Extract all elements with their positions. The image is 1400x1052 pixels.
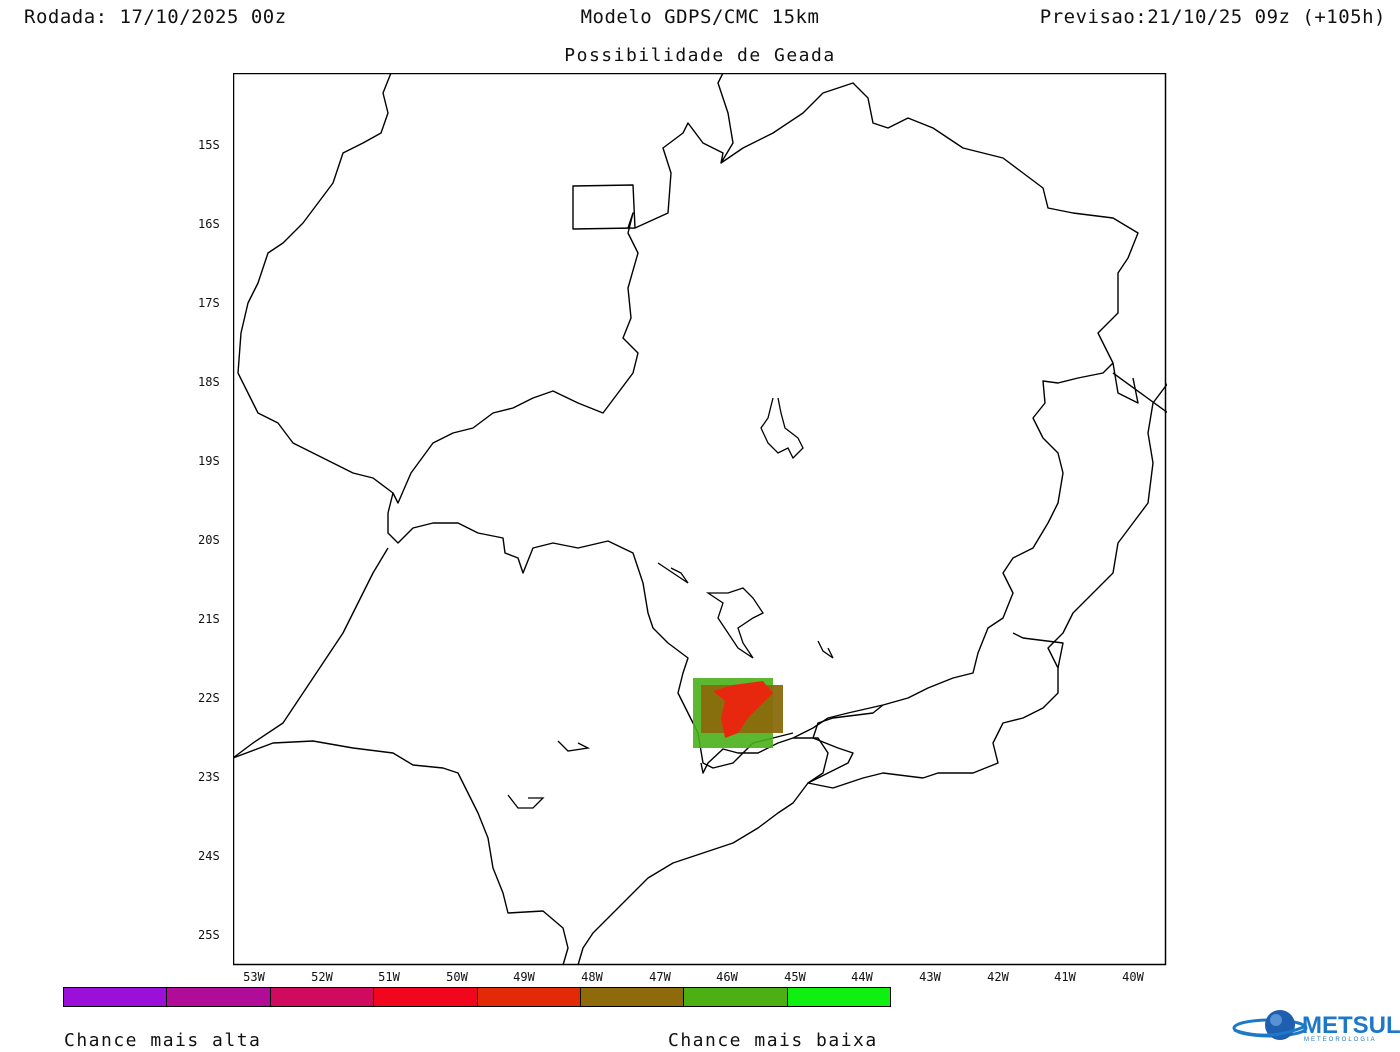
- lat-label: 20S: [198, 533, 220, 547]
- lat-label: 17S: [198, 296, 220, 310]
- state-borders: [233, 73, 1167, 966]
- lon-label: 51W: [378, 970, 400, 984]
- lon-label: 50W: [446, 970, 468, 984]
- legend-swatch: [477, 988, 581, 1006]
- legend-swatch: [787, 988, 890, 1006]
- lat-label: 15S: [198, 138, 220, 152]
- legend-swatch: [684, 988, 788, 1006]
- metsul-logo-text: METSUL: [1302, 1012, 1400, 1039]
- legend-label-low: Chance mais baixa: [668, 1030, 878, 1051]
- legend-label-high: Chance mais alta: [64, 1030, 262, 1051]
- lon-label: 43W: [919, 970, 941, 984]
- legend-swatch: [167, 988, 271, 1006]
- lon-label: 47W: [649, 970, 671, 984]
- lat-label: 16S: [198, 217, 220, 231]
- lon-label: 44W: [851, 970, 873, 984]
- lon-label: 46W: [716, 970, 738, 984]
- lat-label: 24S: [198, 849, 220, 863]
- lat-label: 23S: [198, 770, 220, 784]
- metsul-logo: [1232, 1010, 1308, 1040]
- color-legend: [63, 987, 891, 1007]
- lat-label: 25S: [198, 928, 220, 942]
- forecast-time-label: Previsao:21/10/25 09z (+105h): [1039, 6, 1386, 28]
- map-subtitle: Possibilidade de Geada: [564, 45, 836, 66]
- frost-high-chance-area: [713, 681, 773, 738]
- run-time-label: Rodada: 17/10/2025 00z: [24, 6, 287, 28]
- lat-label: 19S: [198, 454, 220, 468]
- lat-label: 18S: [198, 375, 220, 389]
- lon-label: 53W: [243, 970, 265, 984]
- lat-label: 21S: [198, 612, 220, 626]
- reservoirs: [507, 397, 834, 809]
- metsul-logo-tagline: METEOROLOGIA: [1304, 1037, 1377, 1043]
- frost-map: [233, 73, 1167, 966]
- lon-label: 52W: [311, 970, 333, 984]
- map-frame: [233, 73, 1167, 966]
- lon-label: 45W: [784, 970, 806, 984]
- lon-label: 48W: [581, 970, 603, 984]
- lon-label: 40W: [1122, 970, 1144, 984]
- legend-swatch: [580, 988, 685, 1006]
- frost-area: [693, 678, 783, 748]
- legend-swatch: [270, 988, 375, 1006]
- lon-label: 42W: [987, 970, 1009, 984]
- lat-label: 22S: [198, 691, 220, 705]
- model-title: Modelo GDPS/CMC 15km: [580, 6, 820, 28]
- legend-swatch: [64, 988, 168, 1006]
- legend-swatch: [374, 988, 478, 1006]
- lon-label: 49W: [513, 970, 535, 984]
- lon-label: 41W: [1054, 970, 1076, 984]
